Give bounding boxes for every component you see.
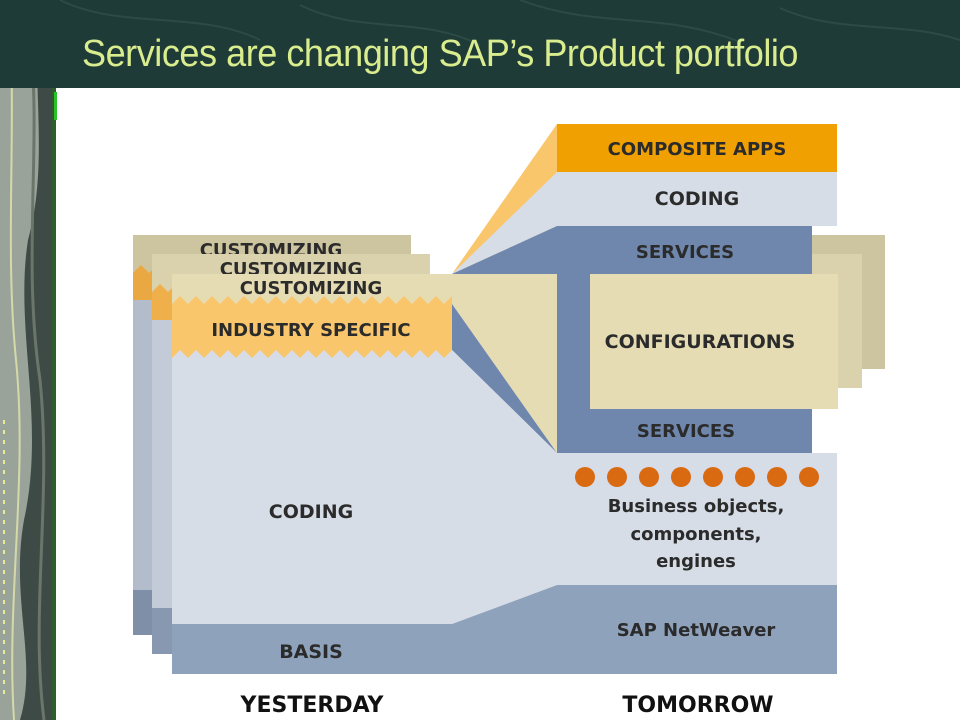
services-top-label: SERVICES — [636, 242, 734, 263]
business-object-dots — [575, 467, 819, 487]
business-objects-line1: Business objects, — [608, 496, 785, 517]
connector-shapes — [452, 124, 557, 674]
basis-label: BASIS — [279, 641, 343, 663]
yesterday-coding-label: CODING — [269, 501, 353, 523]
yesterday-stack: CUSTOMIZING CUSTOMIZING CUSTOMIZING INDU… — [133, 235, 460, 674]
business-objects-line3: engines — [656, 551, 736, 572]
business-objects-line2: components, — [630, 524, 761, 545]
tomorrow-stack: COMPOSITE APPS CODING SERVICES CONFIGURA… — [557, 124, 885, 674]
customizing-label: CUSTOMIZING — [240, 278, 383, 299]
industry-specific-label: INDUSTRY SPECIFIC — [211, 320, 410, 341]
tomorrow-caption: TOMORROW — [622, 693, 773, 718]
services-bottom-label: SERVICES — [637, 421, 735, 442]
composite-apps-label: COMPOSITE APPS — [608, 139, 787, 160]
configurations-label: CONFIGURATIONS — [605, 331, 796, 353]
netweaver-label: SAP NetWeaver — [617, 620, 776, 641]
header-bar: Services are changing SAP’s Product port… — [0, 0, 960, 88]
tomorrow-coding-label: CODING — [655, 188, 739, 210]
left-decoration — [0, 0, 57, 720]
yesterday-caption: YESTERDAY — [240, 693, 385, 718]
slide-title: Services are changing SAP’s Product port… — [82, 33, 798, 75]
